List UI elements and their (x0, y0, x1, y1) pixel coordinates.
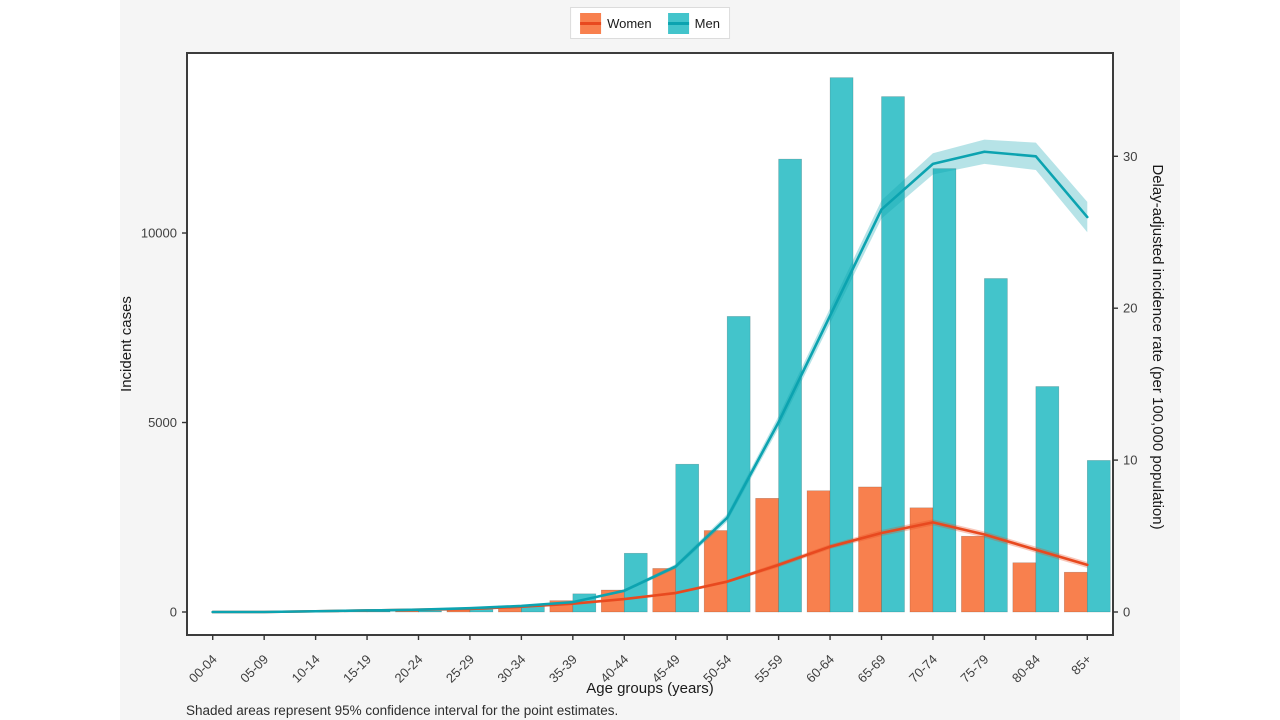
y-left-tick-label: 10000 (141, 226, 177, 241)
women-bar-80-84 (1012, 562, 1037, 613)
y-left-tick-label: 0 (170, 605, 177, 620)
legend-item-men: Men (667, 12, 720, 34)
x-tick-label-85+: 85+ (1068, 652, 1094, 678)
y-left-tick-label: 5000 (148, 415, 177, 430)
plot-panel (187, 53, 1113, 635)
footnote: Shaded areas represent 95% confidence in… (186, 703, 619, 718)
y-right-tick-label: 10 (1123, 453, 1137, 468)
x-tick-label-15-19: 15-19 (340, 652, 374, 686)
women-bar-65-69 (858, 486, 882, 613)
x-tick-label-65-69: 65-69 (855, 652, 889, 686)
y-axis-left: 0 5000 10000 Incident cases (118, 226, 187, 620)
legend-swatch-men-line (667, 21, 689, 25)
men-bar-70-74 (932, 168, 957, 613)
women-bar-50-54 (703, 530, 728, 613)
legend-swatch-women (580, 12, 602, 34)
y-right-tick-label: 20 (1123, 301, 1137, 316)
x-axis: 00-04 05-09 10-14 15-19 20-24 25-29 30-34 35-39… (186, 635, 1094, 697)
men-bar-55-59 (778, 158, 802, 613)
x-tick-label-55-59: 55-59 (752, 652, 786, 686)
x-tick-label-10-14: 10-14 (289, 652, 323, 686)
legend: Women Men (570, 7, 730, 39)
y-right-tick-label: 30 (1123, 149, 1137, 164)
men-bar-50-54 (726, 316, 751, 613)
x-tick-label-70-74: 70-74 (906, 652, 940, 686)
x-tick-label-35-39: 35-39 (546, 652, 580, 686)
x-tick-label-00-04: 00-04 (186, 652, 220, 686)
men-bar-45-49 (675, 463, 700, 613)
men-bar-80-84 (1035, 386, 1060, 613)
legend-item-women: Women (580, 12, 652, 34)
legend-label-women: Women (607, 15, 652, 31)
y-right-tick-label: 0 (1123, 605, 1130, 620)
x-tick-label-75-79: 75-79 (957, 652, 991, 686)
bars-men (263, 77, 1111, 613)
men-bar-60-64 (829, 77, 854, 613)
x-tick-label-20-24: 20-24 (392, 652, 426, 686)
women-bar-55-59 (755, 498, 779, 613)
women-bar-85+ (1063, 571, 1088, 613)
y-axis-left-title: Incident cases (118, 296, 135, 392)
y-axis-right: 0 10 20 30 Delay-adjusted incidence rate (pe… (1113, 149, 1166, 620)
y-axis-right-title: Delay-adjusted incidence rate (per 100,0… (1149, 164, 1166, 529)
x-tick-label-30-34: 30-34 (494, 652, 528, 686)
men-bar-75-79 (984, 278, 1008, 613)
x-tick-label-60-64: 60-64 (803, 652, 837, 686)
x-tick-label-80-84: 80-84 (1009, 652, 1043, 686)
x-tick-label-05-09: 05-09 (237, 652, 271, 686)
rate-line-men (211, 150, 1089, 614)
legend-swatch-women-line (580, 21, 602, 25)
panel-border (186, 52, 1114, 636)
men-bar-85+ (1086, 460, 1111, 613)
x-axis-title: Age groups (years) (586, 680, 714, 697)
legend-label-men: Men (694, 15, 720, 31)
women-bar-75-79 (961, 535, 985, 613)
men-bar-20-24 (418, 610, 442, 613)
x-tick-label-25-29: 25-29 (443, 652, 477, 686)
legend-swatch-men (667, 12, 689, 34)
men-bar-65-69 (881, 96, 905, 613)
